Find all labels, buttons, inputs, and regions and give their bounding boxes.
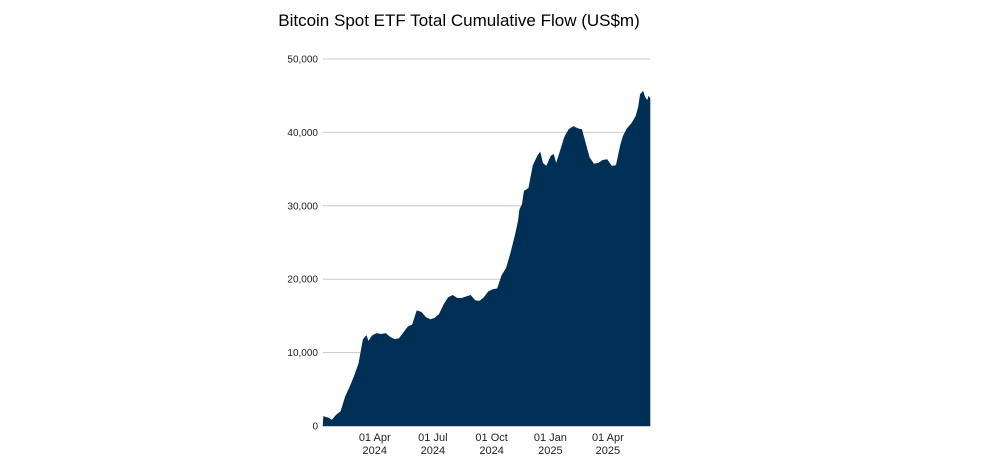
y-axis-ticks: 0 10,000 20,000 30,000 40,000 50,000 bbox=[287, 55, 318, 433]
y-tick-label: 50,000 bbox=[287, 55, 318, 66]
plot-area bbox=[322, 90, 651, 427]
x-tick-label: 01 Jul 2024 bbox=[418, 432, 447, 457]
area-series-0 bbox=[322, 90, 651, 427]
chart-title: Bitcoin Spot ETF Total Cumulative Flow (… bbox=[278, 11, 640, 30]
y-tick-label: 10,000 bbox=[287, 348, 318, 359]
x-axis-ticks: 01 Apr 2024 01 Jul 2024 01 Oct 2024 01 Jan 2025… bbox=[359, 432, 624, 457]
y-tick-label: 40,000 bbox=[287, 128, 318, 139]
x-tick-label: 01 Apr 2024 bbox=[359, 432, 391, 457]
y-tick-label: 20,000 bbox=[287, 275, 318, 286]
y-tick-label: 30,000 bbox=[287, 201, 318, 212]
x-tick-label: 01 Jan 2025 bbox=[534, 432, 567, 457]
y-tick-label: 0 bbox=[312, 422, 318, 433]
x-tick-label: 01 Oct 2024 bbox=[475, 432, 507, 457]
x-tick-label: 01 Apr 2025 bbox=[592, 432, 624, 457]
